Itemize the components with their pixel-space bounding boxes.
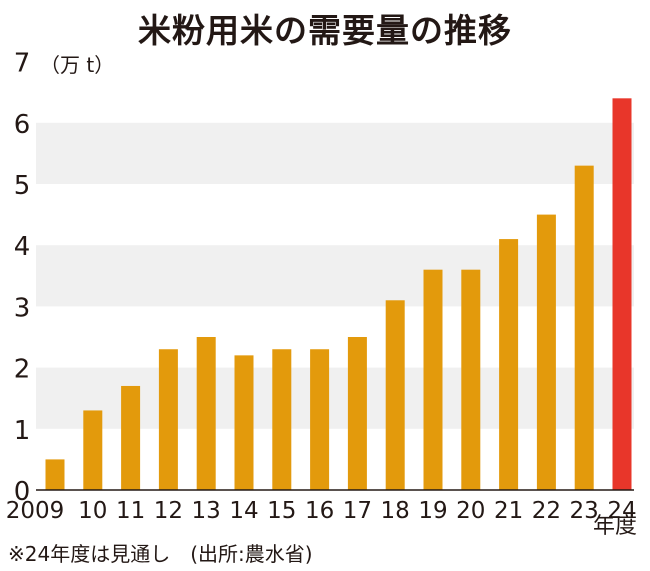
- y-tick-label: 6: [14, 110, 31, 140]
- y-tick-label: 1: [14, 416, 31, 446]
- bar: [158, 349, 178, 490]
- x-tick-label: 17: [343, 498, 372, 524]
- x-tick-label: 11: [116, 498, 145, 524]
- x-unit-label: 年度: [593, 514, 637, 539]
- x-tick-label: 22: [532, 498, 561, 524]
- x-tick-label: 23: [570, 498, 599, 524]
- bar: [234, 355, 254, 490]
- bar: [612, 98, 632, 490]
- bars: [45, 98, 632, 490]
- y-tick-label: 0: [14, 477, 31, 507]
- x-tick-label: 14: [229, 498, 258, 524]
- bar: [499, 239, 519, 490]
- x-tick-label: 20: [456, 498, 485, 524]
- x-tick-label: 19: [418, 498, 447, 524]
- bar: [461, 269, 481, 490]
- y-tick-label: 3: [14, 293, 31, 323]
- grid-band: [36, 245, 634, 307]
- bar: [574, 165, 594, 490]
- x-tick-labels: 2009 10 11 12 13 14 15 16 17 18 19 20 21 22 23 24: [6, 498, 637, 524]
- y-tick-label: 7: [14, 49, 31, 79]
- bar: [536, 214, 556, 490]
- bar: [347, 337, 367, 490]
- bar: [385, 300, 405, 490]
- x-tick-label: 18: [381, 498, 410, 524]
- x-tick-label: 24: [607, 498, 636, 524]
- x-tick-label: 2009: [6, 498, 65, 524]
- bar: [45, 459, 65, 490]
- y-tick-label: 5: [14, 171, 31, 201]
- bar: [272, 349, 292, 490]
- x-tick-label: 10: [78, 498, 107, 524]
- bar: [121, 385, 141, 490]
- source-note: ※24年度は見通し (出所:農水省): [8, 542, 313, 566]
- bar: [423, 269, 443, 490]
- y-tick-label: 2: [14, 355, 31, 385]
- bar: [83, 410, 103, 490]
- x-tick-label: 16: [305, 498, 334, 524]
- chart-title: 米粉用米の需要量の推移: [138, 11, 512, 50]
- y-tick-label: 4: [14, 232, 31, 262]
- bar: [310, 349, 330, 490]
- y-unit-label: （万 t）: [40, 53, 114, 77]
- y-tick-labels: 0 1 2 3 4 5 6 7: [14, 49, 31, 507]
- x-tick-label: 15: [267, 498, 296, 524]
- x-tick-label: 13: [192, 498, 221, 524]
- x-tick-label: 12: [154, 498, 183, 524]
- grid-bands: [36, 122, 634, 429]
- grid-band: [36, 122, 634, 184]
- bar: [196, 337, 216, 490]
- x-tick-label: 21: [494, 498, 523, 524]
